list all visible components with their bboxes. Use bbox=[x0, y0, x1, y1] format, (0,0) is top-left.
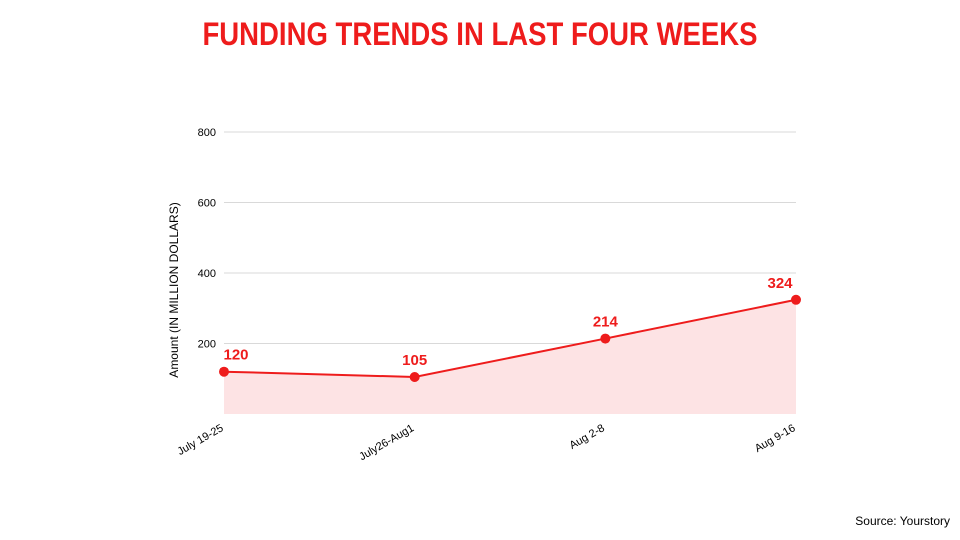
chart-title: FUNDING TRENDS IN LAST FOUR WEEKS bbox=[202, 16, 758, 52]
source-note: Source: Yourstory bbox=[855, 514, 950, 528]
y-axis-label: Amount (IN MILLION DOLLARS) bbox=[167, 202, 181, 377]
data-label: 120 bbox=[223, 347, 248, 364]
x-tick-label: July 19-25 bbox=[176, 422, 226, 458]
data-label: 324 bbox=[767, 275, 793, 292]
y-tick-label: 200 bbox=[198, 339, 216, 351]
points-layer bbox=[219, 294, 801, 382]
gridlines bbox=[224, 131, 796, 344]
x-tick-label: Aug 9-16 bbox=[753, 422, 798, 455]
y-tick-label: 800 bbox=[198, 127, 216, 139]
y-tick-labels: 200 400 600 800 bbox=[198, 127, 216, 351]
data-labels: 120 105 214 324 bbox=[223, 275, 793, 369]
y-tick-label: 600 bbox=[198, 198, 216, 210]
data-point bbox=[791, 294, 801, 305]
x-tick-label: Aug 2-8 bbox=[567, 422, 606, 452]
data-label: 214 bbox=[593, 314, 619, 331]
data-label: 105 bbox=[402, 352, 427, 369]
data-point bbox=[409, 371, 420, 382]
data-point bbox=[600, 333, 611, 344]
line-layer bbox=[223, 298, 797, 378]
data-point bbox=[219, 366, 229, 377]
x-tick-label: July26-Aug1 bbox=[357, 422, 416, 463]
series-line bbox=[223, 298, 797, 378]
x-tick-labels: July 19-25 July26-Aug1 Aug 2-8 Aug 9-16 bbox=[176, 422, 798, 463]
y-tick-label: 400 bbox=[198, 268, 216, 280]
series-area bbox=[224, 299, 796, 414]
area-layer bbox=[224, 299, 796, 414]
